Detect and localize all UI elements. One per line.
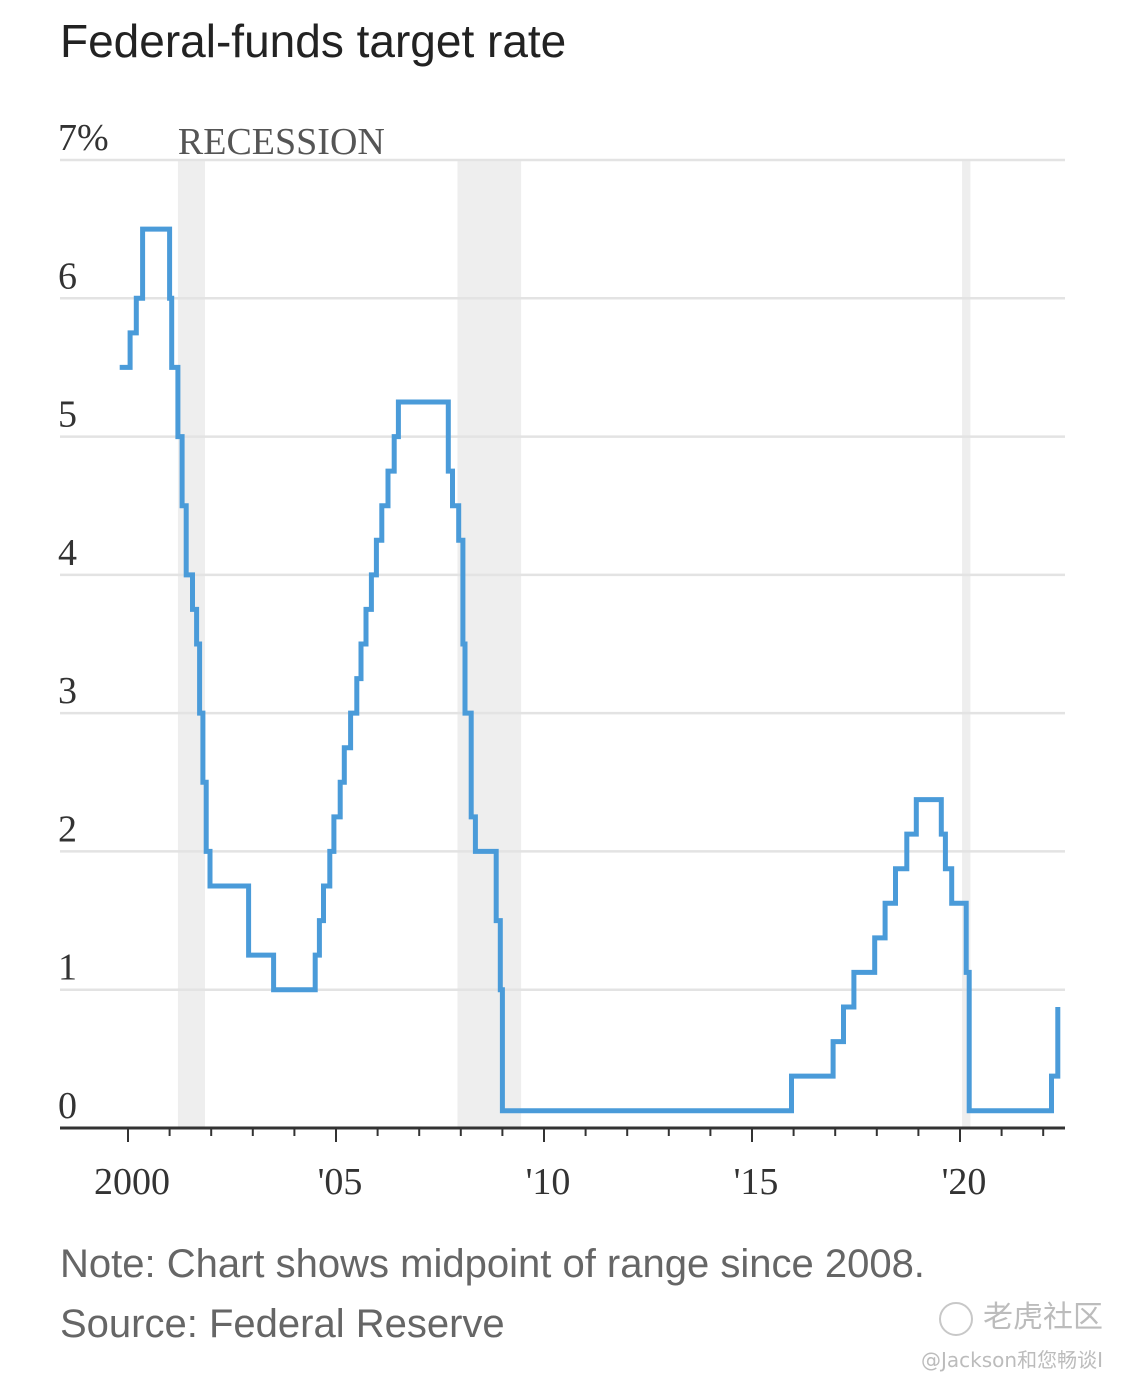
chart-title: Federal-funds target rate: [60, 15, 567, 67]
x-tick-label-0: 2000: [94, 1161, 170, 1203]
watermark-logo-text: 老虎社区: [983, 1300, 1103, 1335]
y-tick-label-1: 1: [58, 947, 77, 989]
gridlines: [60, 158, 1065, 991]
watermark: 老虎社区 @Jackson和您畅谈I: [921, 1292, 1103, 1373]
y-tick-label-0: 0: [58, 1085, 77, 1127]
recession-label: RECESSION: [178, 121, 385, 163]
y-tick-label-7: 7%: [58, 117, 109, 159]
series-line-0: [119, 226, 1061, 1114]
x-tick-label-1: '05: [318, 1161, 363, 1203]
x-axis: 2000 '05 '10 '15 '20: [60, 1126, 1065, 1203]
y-tick-label-2: 2: [58, 808, 77, 850]
y-tick-label-5: 5: [58, 394, 77, 436]
rate-chart: 0 1 2 3 4 5 6 7% 2000 '05 '10 '15 '20 RECESSION: [58, 117, 1065, 1203]
x-tick-label-4: '20: [942, 1161, 987, 1203]
y-tick-label-4: 4: [58, 532, 77, 574]
series: [119, 226, 1061, 1114]
watermark-user: @Jackson和您畅谈I: [921, 1348, 1103, 1372]
x-tick-label-3: '15: [734, 1161, 779, 1203]
chart-note: Note: Chart shows midpoint of range sinc…: [60, 1242, 925, 1286]
chart-source: Source: Federal Reserve: [60, 1302, 505, 1346]
x-tick-label-2: '10: [526, 1161, 571, 1203]
recession-band-1: [457, 160, 522, 1128]
recession-band-2: [962, 160, 971, 1128]
y-tick-label-3: 3: [58, 670, 77, 712]
y-tick-label-6: 6: [58, 255, 77, 297]
y-axis: 0 1 2 3 4 5 6 7%: [58, 117, 109, 1127]
tiger-logo-icon: [939, 1301, 973, 1336]
